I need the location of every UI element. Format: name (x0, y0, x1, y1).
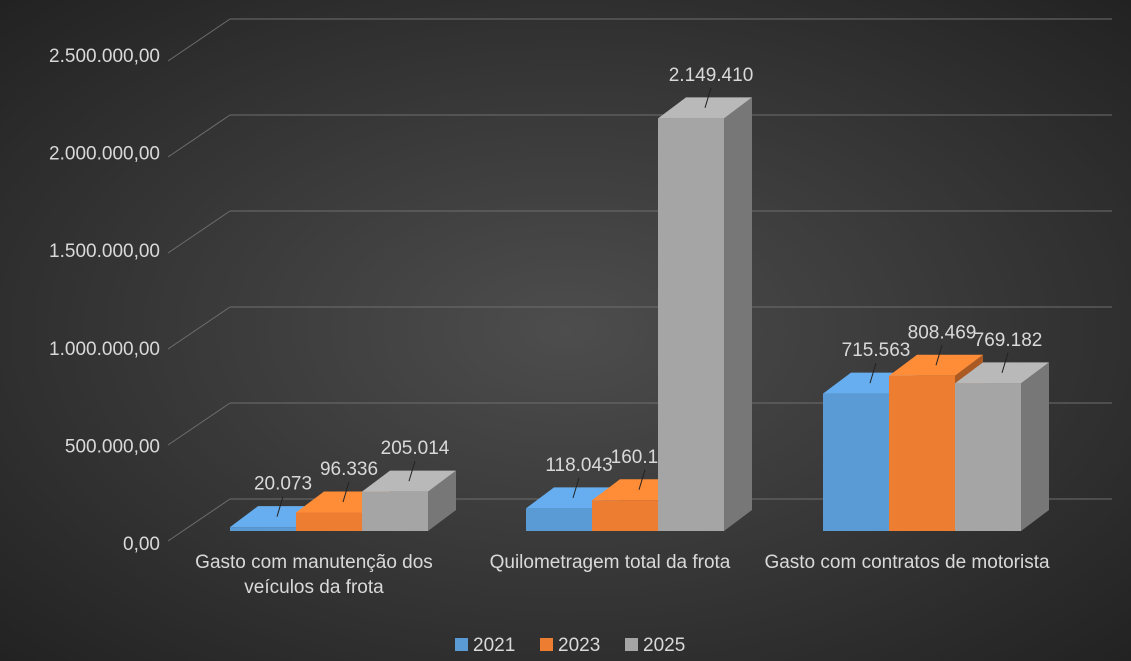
leader-line (638, 469, 646, 490)
y-tick-label: 500.000,00 (65, 436, 160, 457)
data-label: 715.563 (842, 340, 911, 361)
legend-swatch (540, 638, 553, 651)
y-tick-label: 1.000.000,00 (49, 339, 160, 360)
bar-front (889, 375, 955, 531)
data-label: 205.014 (381, 438, 450, 459)
bar-front (296, 512, 362, 531)
leader-line (869, 362, 877, 384)
leader-line (1001, 352, 1009, 373)
bar-front (230, 527, 296, 531)
x-tick-label: Gasto com contratos de motorista (764, 552, 1050, 573)
grid-line (167, 402, 231, 446)
y-tick-label: 1.500.000,00 (49, 241, 160, 262)
leader-line (704, 87, 712, 108)
grid-line (167, 114, 231, 158)
bar-front (955, 383, 1021, 531)
legend-label: 2023 (558, 635, 600, 656)
bar-front (823, 393, 889, 531)
leader-line (935, 345, 943, 366)
bar (658, 97, 752, 531)
data-label: 2.149.410 (669, 65, 754, 86)
bar-front (592, 500, 658, 531)
grid-line (167, 210, 231, 254)
x-tick-label: Gasto com manutenção dos veículos da fro… (195, 552, 433, 598)
legend-label: 2025 (643, 635, 685, 656)
bar (955, 362, 1049, 531)
y-tick-label: 2.500.000,00 (49, 46, 160, 67)
leader-line (408, 460, 416, 482)
grid-line (167, 306, 231, 350)
leader-line (276, 496, 284, 517)
bar-side (428, 470, 456, 531)
grid-line (167, 18, 231, 62)
y-tick-label: 2.000.000,00 (49, 144, 160, 165)
data-label: 118.043 (545, 455, 612, 476)
grid-line (167, 498, 231, 542)
bar-front (526, 508, 592, 531)
bar-front (658, 118, 724, 531)
data-label: 769.182 (974, 330, 1043, 351)
bar-side (1021, 362, 1049, 531)
bar-front (362, 491, 428, 531)
data-label: 808.469 (908, 322, 977, 343)
legend-swatch (625, 638, 638, 651)
y-tick-label: 0,00 (123, 534, 160, 555)
legend-label: 2021 (473, 635, 515, 656)
legend-swatch (455, 638, 468, 651)
data-label: 96.336 (320, 459, 378, 480)
leader-line (572, 477, 580, 498)
bar-side (724, 97, 752, 531)
x-tick-label: Quilometragem total da frota (489, 552, 731, 573)
data-label: 20.073 (254, 474, 312, 495)
leader-line (342, 481, 350, 503)
